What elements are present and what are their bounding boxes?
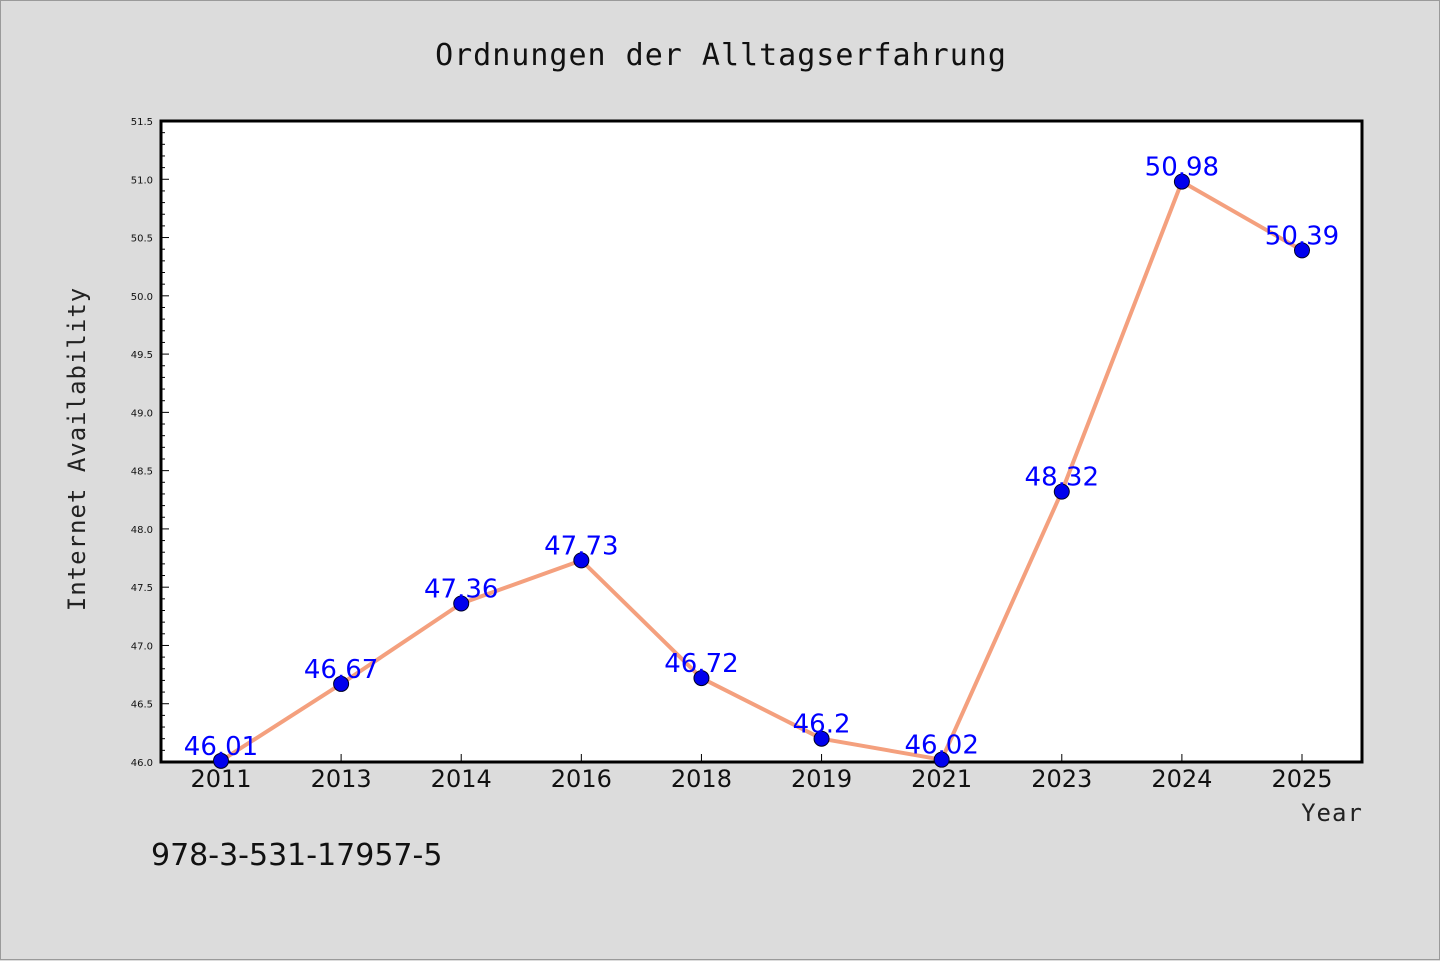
data-point [1173,173,1190,190]
data-point [213,752,229,769]
data-point [1053,483,1070,500]
data-label: 46.02 [904,731,978,761]
data-point [453,595,470,612]
chart-title: Ordnungen der Alltagserfahrung [435,38,1007,73]
data-label: 50.98 [1145,153,1219,183]
data-point [693,670,710,687]
series-line [219,179,1304,763]
x-tick-label: 2024 [1151,765,1212,793]
series-layer [213,173,1310,769]
y-tick-label: 49.0 [131,408,153,419]
x-axis-ticks: 2011 2013 2014 2016 2018 2019 2021 2023 2024 2025 [190,754,1333,793]
y-tick-label: 51.0 [131,175,153,186]
data-point [813,730,830,747]
data-point [933,751,950,768]
data-point [333,675,350,692]
y-tick-label: 47.5 [131,583,153,594]
x-tick-label: 2023 [1031,765,1092,793]
x-tick-label: 2013 [311,765,372,793]
y-tick-label: 49.5 [131,350,153,361]
y-tick-label: 50.5 [131,234,153,245]
data-point [1294,242,1310,259]
x-tick-label: 2014 [431,765,492,793]
y-tick-label: 46.0 [131,758,153,769]
x-tick-label: 2021 [911,765,972,793]
y-tick-label: 50.0 [131,292,153,303]
y-tick-label: 46.5 [131,700,153,711]
data-label: 50.39 [1265,221,1339,251]
isbn-annotation: 978-3-531-17957-5 [151,838,442,873]
x-tick-label: 2019 [791,765,852,793]
data-point [573,552,590,569]
data-label: 46.01 [184,732,258,762]
data-labels-layer: 46.01 46.67 47.36 47.73 46.72 46.2 46.02 48.32 5… [184,153,1339,762]
data-label: 47.36 [424,574,498,604]
x-axis-label: Year [1301,799,1363,827]
y-tick-label: 51.5 [131,117,153,128]
y-axis-ticks: 46.0 46.5 47.0 47.5 48.0 48.5 49.0 49.5 50.0 50.5… [131,117,169,769]
data-label: 48.32 [1025,463,1099,493]
x-tick-label: 2016 [551,765,612,793]
data-label: 46.72 [664,649,738,679]
y-tick-label: 47.0 [131,641,153,652]
data-label: 46.2 [793,710,851,740]
y-axis-label: Internet Availability [63,287,91,611]
data-label: 46.67 [304,655,378,685]
x-tick-label: 2011 [190,765,251,793]
y-tick-label: 48.0 [131,525,153,536]
x-tick-label: 2018 [671,765,732,793]
data-label: 47.73 [544,531,618,561]
x-tick-label: 2025 [1271,765,1332,793]
y-tick-label: 48.5 [131,467,153,478]
